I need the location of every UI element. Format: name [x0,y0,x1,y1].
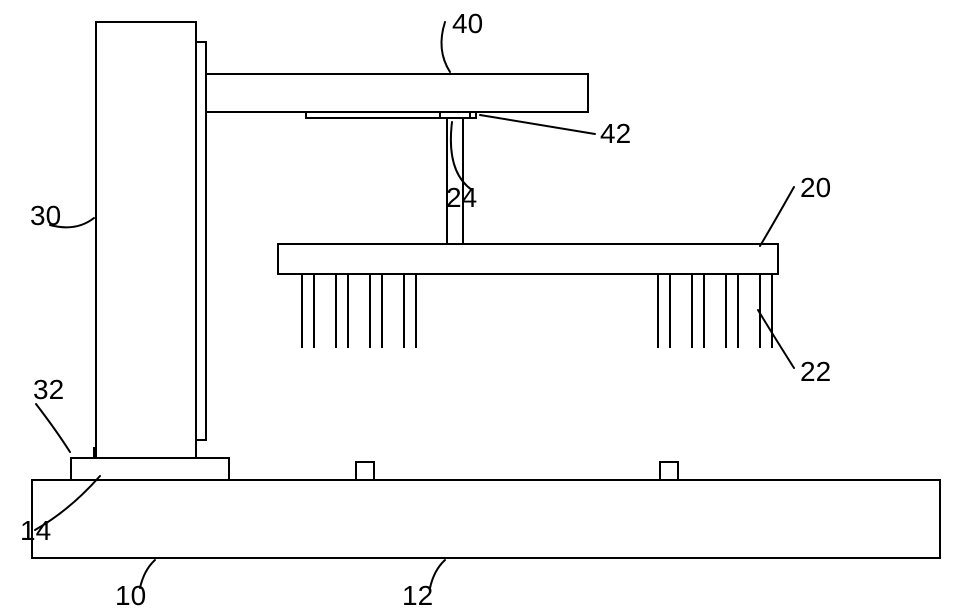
label-14: 14 [20,515,51,547]
label-40: 40 [452,8,483,40]
label-20: 20 [800,172,831,204]
label-32: 32 [33,374,64,406]
label-22: 22 [800,356,831,388]
label-10: 10 [115,580,146,612]
label-12: 12 [402,580,433,612]
label-30: 30 [30,200,61,232]
label-42: 42 [600,118,631,150]
label-24: 24 [446,182,477,214]
diagram-canvas [0,0,966,610]
